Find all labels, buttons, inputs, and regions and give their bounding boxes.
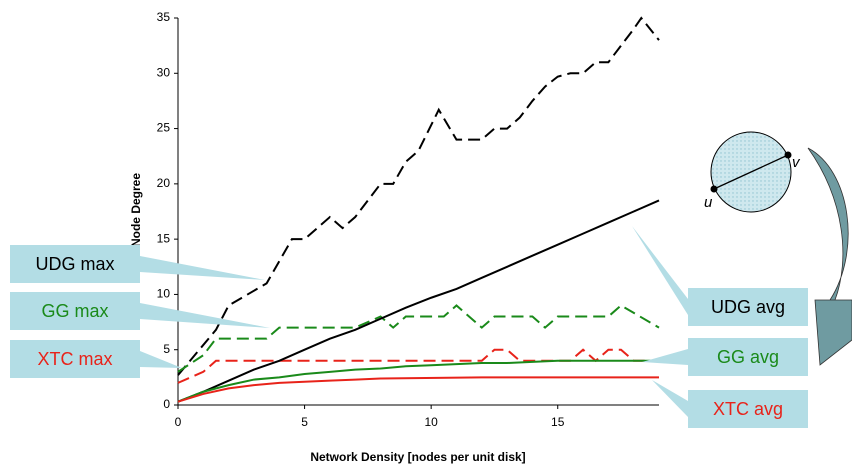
y-tick-label: 35	[157, 10, 171, 24]
legend-label: UDG avg	[711, 297, 785, 317]
callout-pointer	[652, 380, 688, 417]
series-line	[178, 200, 659, 401]
legend-label: UDG max	[35, 254, 114, 274]
y-tick-label: 30	[157, 65, 171, 79]
node-label: v	[792, 154, 801, 171]
process-arrow	[808, 148, 852, 365]
series-line	[178, 305, 659, 371]
callout-pointer	[632, 226, 688, 315]
chart: u v Network Density [nodes per unit disk…	[0, 0, 852, 470]
legend-label: GG avg	[717, 347, 779, 367]
x-tick-label: 0	[175, 415, 182, 429]
series-line	[178, 361, 659, 402]
y-tick-label: 10	[157, 287, 171, 301]
x-tick-label: 5	[301, 415, 308, 429]
y-tick-label: 0	[163, 397, 170, 411]
series-line	[178, 18, 659, 375]
callout-pointer	[140, 351, 182, 368]
y-tick-label: 15	[157, 231, 171, 245]
x-tick-label: 15	[551, 415, 565, 429]
x-tick-label: 10	[424, 415, 438, 429]
y-tick-label: 25	[157, 121, 171, 135]
callout-pointer	[642, 349, 688, 365]
x-axis-title: Network Density [nodes per unit disk]	[310, 450, 525, 464]
node-v	[785, 152, 792, 159]
y-axis-title: Node Degree	[129, 173, 143, 247]
y-tick-label: 5	[163, 342, 170, 356]
disk-diagram: u v	[704, 132, 852, 365]
legend-label: GG max	[41, 301, 108, 321]
y-tick-label: 20	[157, 176, 171, 190]
legend-label: XTC max	[37, 349, 112, 369]
node-label: u	[704, 194, 713, 211]
callout-pointer	[140, 303, 270, 328]
node-u	[711, 186, 718, 193]
callout-pointer	[140, 256, 265, 280]
legend-label: XTC avg	[713, 399, 783, 419]
